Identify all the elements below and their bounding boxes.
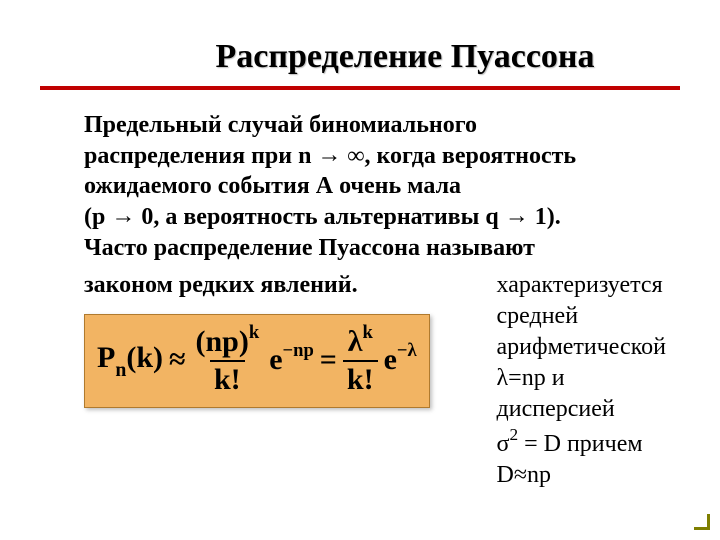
side-notes: характеризуется средней арифметической λ… [497,270,666,491]
f-k-sup-1: k [249,322,259,343]
para-line-3: ожидаемого события А очень мала [84,173,461,199]
f-n-sub: n [115,359,126,381]
side-l5a: σ [497,431,510,457]
f-e-2: e [384,343,397,376]
fraction-1: (np)k k! [191,325,263,395]
arrow-icon: → [111,201,135,232]
f-kfact-2: k! [343,360,378,396]
poisson-formula: Pn(k) ≈ (np)k k! e−np = λk k [97,325,417,395]
side-l1: характеризуется [497,272,663,298]
para-line-2b: ∞, когда вероятность [347,143,576,169]
f-eq: = [320,341,337,379]
slide-title: Распределение Пуассона [126,38,684,76]
arrow-icon: → [505,201,529,232]
side-l3: арифметической [497,334,666,360]
para-line-6: законом редких явлений. [84,272,358,298]
f-e-1: e [269,343,282,376]
para-line-5: Часто распределение Пуассона называют [84,235,535,261]
f-k-paren: (k) [126,341,163,374]
side-l4: λ=np и дисперсией [497,365,615,422]
fraction-2: λk k! [343,325,378,395]
side-l5b: = D причем D≈np [497,431,643,488]
f-k-sup-2: k [362,322,372,343]
main-paragraph: Предельный случай биномиального распреде… [84,110,666,491]
f-neg-np: −np [283,340,314,361]
para-line-4b: 0, а вероятность альтернативы q [141,204,498,230]
f-approx: ≈ [169,341,185,379]
f-lambda: λ [348,325,363,358]
corner-decoration-icon [694,514,710,530]
para-line-4a: (p [84,204,105,230]
para-line-2a: распределения при n [84,143,311,169]
f-kfact-1: k! [210,360,245,396]
formula-box: Pn(k) ≈ (np)k k! e−np = λk k [84,314,430,408]
side-l2: средней [497,303,579,329]
f-p: P [97,341,115,374]
para-line-4c: 1). [535,204,561,230]
para-line-1: Предельный случай биномиального [84,112,477,138]
f-neg-lambda: −λ [397,340,417,361]
side-l5-sup: 2 [509,425,518,444]
arrow-icon: → [317,140,341,171]
title-underline [40,86,680,90]
f-np: (np) [195,325,248,358]
